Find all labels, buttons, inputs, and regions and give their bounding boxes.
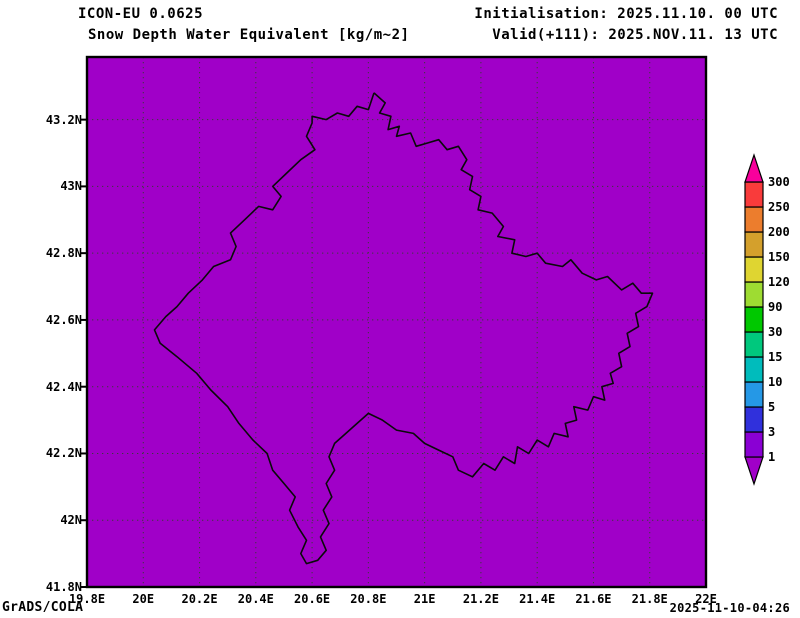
colorbar-segment <box>744 306 764 333</box>
country-outline-kosovo <box>153 92 654 565</box>
lon-tick-label: 19.8E <box>68 592 106 606</box>
lon-tick-label: 21E <box>413 592 436 606</box>
colorbar-level-label: 250 <box>768 200 790 214</box>
map-fill-field <box>87 57 706 587</box>
colorbar-segment <box>744 281 764 308</box>
colorbar-level-label: 1 <box>768 450 776 464</box>
lon-tick-label: 20E <box>132 592 155 606</box>
init-time-label: Initialisation: 2025.11.10. 00 UTC <box>474 6 778 22</box>
colorbar-above-max-arrow <box>744 153 764 183</box>
creation-timestamp: 2025-11-10-04:26 <box>669 601 790 615</box>
colorbar-segment <box>744 431 764 458</box>
lat-tick-label: 42.4N <box>45 379 82 394</box>
valid-time-label: Valid(+111): 2025.NOV.11. 13 UTC <box>492 27 778 43</box>
colorbar-level-label: 300 <box>768 175 790 189</box>
plot-frame <box>85 55 708 589</box>
lon-tick-label: 21.8E <box>631 592 668 606</box>
lat-tick-label: 42.8N <box>45 246 82 261</box>
lat-tick-label: 43N <box>60 179 82 194</box>
colorbar-level-label: 5 <box>768 400 776 414</box>
lon-tick-label: 22E <box>695 592 717 606</box>
grads-credit: GrADS/COLA <box>2 600 84 615</box>
colorbar-segment <box>744 331 764 358</box>
colorbar-level-label: 90 <box>768 300 783 314</box>
colorbar-segment <box>744 181 764 208</box>
colorbar-segment <box>744 231 764 258</box>
colorbar-level-label: 200 <box>768 225 790 239</box>
lon-tick-label: 21.2E <box>462 592 499 606</box>
colorbar-level-label: 10 <box>768 375 783 389</box>
lat-tick-label: 43.2N <box>45 112 82 127</box>
product-title: Snow Depth Water Equivalent [kg/m~2] <box>88 27 410 43</box>
lon-tick-label: 20.4E <box>237 592 274 606</box>
colorbar-below-min-arrow <box>744 456 764 486</box>
colorbar-level-label: 3 <box>768 425 776 439</box>
colorbar-segment <box>744 356 764 383</box>
lon-tick-label: 20.6E <box>294 592 331 606</box>
lat-tick-label: 42.6N <box>45 312 82 327</box>
model-title: ICON-EU 0.0625 <box>78 6 204 22</box>
lon-tick-label: 21.6E <box>575 592 612 606</box>
colorbar-segment <box>744 406 764 433</box>
colorbar-level-label: 150 <box>768 250 790 264</box>
colorbar-level-label: 120 <box>768 275 790 289</box>
lat-tick-label: 41.8N <box>45 580 82 594</box>
colorbar-segment <box>744 256 764 283</box>
lon-tick-label: 21.4E <box>519 592 556 606</box>
lon-tick-label: 20.2E <box>181 592 218 606</box>
colorbar-level-label: 30 <box>768 325 783 339</box>
colorbar-segment <box>744 206 764 233</box>
colorbar-level-label: 15 <box>768 350 783 364</box>
lat-tick-label: 42.2N <box>45 446 82 461</box>
lon-tick-label: 20.8E <box>350 592 387 606</box>
lat-tick-label: 42N <box>60 513 82 528</box>
colorbar-segment <box>744 381 764 408</box>
